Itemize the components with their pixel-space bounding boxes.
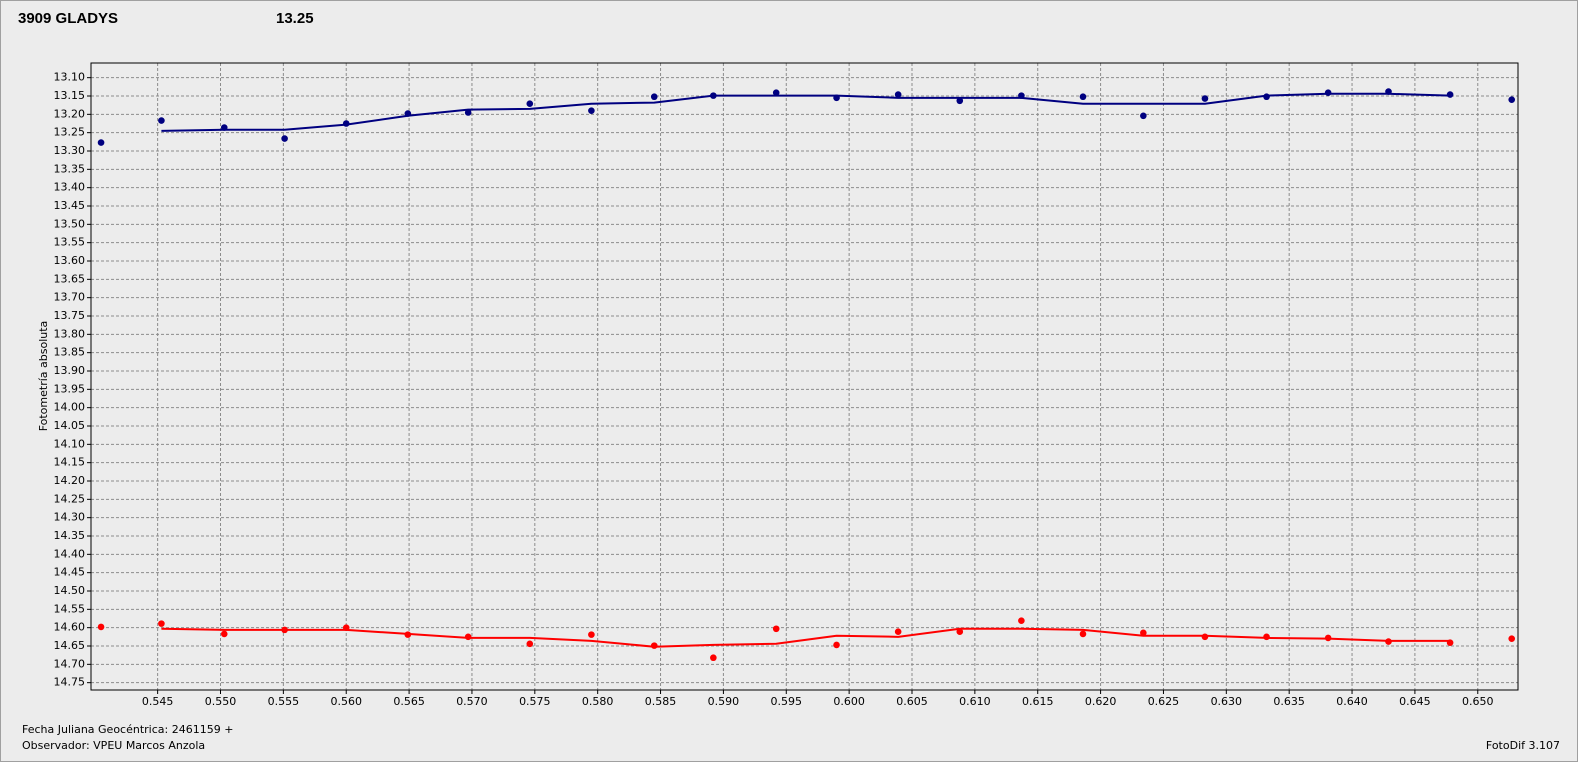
x-tick-label: 0.600: [833, 695, 865, 708]
x-tick-label: 0.575: [519, 695, 551, 708]
x-tick-label: 0.610: [959, 695, 991, 708]
y-tick-label: 14.70: [54, 657, 86, 670]
x-tick-label: 0.560: [330, 695, 362, 708]
x-tick-label: 0.595: [771, 695, 803, 708]
trend-line: [161, 627, 1451, 648]
data-point: [1079, 93, 1087, 101]
y-tick-label: 14.25: [54, 492, 86, 505]
x-tick-label: 0.650: [1462, 695, 1494, 708]
y-tick-label: 13.75: [54, 309, 86, 322]
data-point: [894, 91, 902, 98]
data-point: [588, 107, 595, 114]
x-tick-label: 0.580: [582, 695, 614, 708]
data-point: [1079, 630, 1087, 638]
y-tick-label: 13.55: [54, 236, 86, 249]
y-tick-label: 13.10: [54, 71, 86, 84]
data-point: [956, 628, 964, 635]
x-tick-label: 0.545: [142, 695, 174, 708]
software-note: FotoDif 3.107: [1486, 739, 1560, 752]
data-point: [1140, 112, 1147, 120]
y-axis-label: Fotometría absoluta: [37, 321, 50, 432]
data-point: [220, 630, 228, 638]
y-tick-label: 13.80: [54, 327, 86, 340]
data-point: [97, 623, 105, 631]
x-tick-label: 0.620: [1085, 695, 1117, 708]
data-point: [526, 640, 534, 648]
data-point: [1446, 91, 1454, 98]
data-point: [1263, 633, 1270, 641]
data-point: [1508, 96, 1516, 103]
data-point: [772, 89, 780, 96]
y-tick-label: 14.30: [54, 511, 86, 524]
y-tick-label: 13.15: [54, 89, 86, 102]
y-tick-label: 13.65: [54, 272, 86, 285]
data-point: [1508, 635, 1516, 642]
y-tick-label: 13.50: [54, 217, 86, 230]
y-tick-label: 13.85: [54, 346, 86, 359]
data-point: [1201, 633, 1209, 641]
y-tick-label: 13.35: [54, 162, 86, 175]
y-tick-label: 14.75: [54, 676, 86, 689]
x-tick-label: 0.635: [1273, 695, 1305, 708]
chart-title: 3909 GLADYS: [18, 10, 118, 27]
data-point: [97, 139, 105, 146]
plot-area: [91, 63, 1518, 690]
x-tick-label: 0.640: [1336, 695, 1368, 708]
y-tick-label: 14.55: [54, 602, 86, 615]
data-point: [772, 625, 780, 633]
data-point: [894, 628, 902, 635]
data-point: [1201, 95, 1209, 102]
y-tick-label: 14.60: [54, 621, 86, 634]
y-tick-label: 13.45: [54, 199, 86, 212]
y-tick-label: 14.20: [54, 474, 86, 487]
y-tick-label: 14.00: [54, 401, 86, 414]
y-tick-label: 14.65: [54, 639, 86, 652]
data-point: [1140, 629, 1147, 637]
observer-note: Observador: VPEU Marcos Anzola: [22, 739, 205, 752]
chart-subtitle: 13.25: [276, 10, 314, 27]
y-tick-label: 14.45: [54, 566, 86, 579]
data-point: [833, 641, 840, 649]
x-axis-label: Fecha Juliana Geocéntrica: 2461159 +: [22, 723, 233, 736]
data-point: [281, 135, 288, 142]
data-point: [588, 631, 595, 638]
y-tick-label: 14.15: [54, 456, 86, 469]
y-tick-label: 13.95: [54, 382, 86, 395]
y-tick-label: 14.10: [54, 437, 86, 450]
x-tick-label: 0.550: [205, 695, 237, 708]
x-tick-label: 0.605: [896, 695, 928, 708]
y-tick-label: 13.60: [54, 254, 86, 267]
x-tick-label: 0.565: [393, 695, 425, 708]
y-tick-label: 13.20: [54, 107, 86, 120]
y-tick-label: 13.25: [54, 126, 86, 139]
x-tick-label: 0.645: [1399, 695, 1431, 708]
trend-line: [161, 92, 1451, 132]
y-tick-label: 13.40: [54, 181, 86, 194]
x-tick-label: 0.570: [456, 695, 488, 708]
x-tick-label: 0.625: [1148, 695, 1180, 708]
y-tick-label: 13.30: [54, 144, 86, 157]
data-point: [956, 97, 964, 105]
x-tick-label: 0.590: [708, 695, 740, 708]
data-point: [158, 620, 165, 627]
x-tick-label: 0.555: [268, 695, 300, 708]
x-tick-label: 0.630: [1211, 695, 1243, 708]
x-tick-label: 0.585: [645, 695, 677, 708]
y-tick-label: 14.35: [54, 529, 86, 542]
y-tick-label: 14.40: [54, 547, 86, 560]
data-point: [526, 100, 534, 107]
data-point: [650, 93, 658, 101]
y-tick-label: 13.70: [54, 291, 86, 304]
data-point: [710, 654, 717, 662]
data-point: [158, 117, 165, 124]
y-tick-label: 14.50: [54, 584, 86, 597]
plot-border: [90, 62, 1519, 691]
y-tick-label: 13.90: [54, 364, 86, 377]
y-tick-label: 14.05: [54, 419, 86, 432]
data-point: [1324, 89, 1332, 96]
data-point: [1018, 617, 1025, 624]
x-tick-label: 0.615: [1022, 695, 1054, 708]
data-point: [464, 109, 472, 116]
